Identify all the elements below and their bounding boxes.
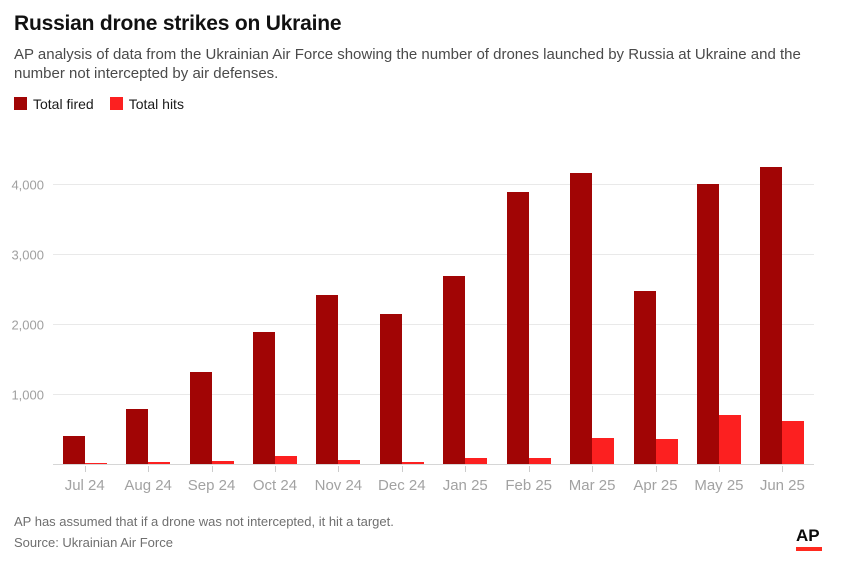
bar-group-feb-25 [497, 152, 560, 472]
y-axis-tick-label: 2,000 [11, 317, 44, 333]
x-axis-label: Sep 24 [187, 477, 236, 494]
bar-total-fired [126, 409, 149, 465]
ap-logo-red-bar [796, 547, 822, 551]
x-axis-label: Jul 24 [64, 477, 105, 494]
legend-item-total-hits: Total hits [109, 95, 184, 112]
x-axis-label: Aug 24 [124, 477, 172, 494]
x-axis-tick [211, 466, 213, 472]
bar-total-hits [211, 460, 234, 465]
bar-group-dec-24 [370, 152, 433, 472]
x-axis-label: Apr 25 [633, 477, 678, 494]
bar-group-jan-25 [434, 152, 497, 472]
bar-total-hits [338, 460, 361, 465]
x-axis-label: Nov 24 [314, 477, 363, 494]
bar-total-fired [760, 166, 783, 465]
y-axis-tick-label: 3,000 [11, 247, 44, 263]
chart-subtitle: AP analysis of data from the Ukrainian A… [14, 46, 801, 82]
bar-total-hits [782, 421, 805, 465]
bar-total-hits [465, 458, 488, 465]
bar-total-fired [189, 371, 212, 465]
bar-total-hits [655, 438, 678, 465]
ap-logo: AP [796, 527, 822, 553]
legend-label: Total fired [33, 95, 94, 112]
bar-total-fired [379, 313, 402, 465]
legend-item-total-fired: Total fired [14, 96, 94, 112]
bar-total-fired [252, 332, 275, 465]
x-axis-tick [148, 466, 150, 472]
x-axis-label: Mar 25 [568, 477, 616, 494]
gridline-4000 [53, 184, 814, 185]
bar-group-aug-24 [116, 152, 179, 472]
bar-total-hits [84, 462, 107, 465]
bar-total-fired [696, 184, 719, 465]
bar-total-hits [528, 458, 551, 465]
bar-chart: 1,000 2,000 3,000 4,000 [11, 152, 814, 472]
legend-label: Total hits [128, 95, 184, 112]
x-axis-tick [338, 466, 340, 472]
ap-logo-text: AP [796, 526, 820, 545]
bar-total-fired [506, 192, 529, 465]
bar-group-jul-24 [53, 152, 116, 472]
bar-total-hits [718, 415, 741, 465]
x-axis-tick [592, 466, 594, 472]
bars-row [53, 152, 814, 472]
bar-total-hits [592, 438, 615, 465]
x-axis-tick [782, 466, 784, 472]
footer-note: AP has assumed that if a drone was not i… [14, 514, 394, 529]
chart-footer: AP has assumed that if a drone was not i… [14, 511, 822, 553]
bar-total-fired [316, 294, 339, 465]
footer-notes: AP has assumed that if a drone was not i… [14, 511, 394, 553]
x-axis-label: Jan 25 [442, 477, 488, 494]
x-axis-label: Oct 24 [252, 477, 298, 494]
x-axis-tick [274, 466, 276, 472]
legend-swatch-total-hits [109, 97, 123, 110]
bar-group-sep-24 [180, 152, 243, 472]
x-axis-label: May 25 [694, 477, 744, 494]
y-axis-tick-label: 4,000 [11, 177, 44, 193]
x-axis-tick [528, 466, 530, 472]
x-axis-tick [401, 466, 403, 472]
bar-group-mar-25 [560, 152, 623, 472]
gridline-3000 [53, 254, 814, 255]
chart-legend: Total fired Total hits [14, 95, 852, 112]
gridline-1000 [53, 394, 814, 395]
x-axis-label: Jun 25 [759, 477, 805, 494]
bar-group-nov-24 [307, 152, 370, 472]
bar-group-jun-25 [751, 152, 814, 472]
x-axis-tick [655, 466, 657, 472]
page-title: Russian drone strikes on Ukraine [14, 12, 342, 35]
gridline-2000 [53, 324, 814, 325]
x-axis-label: Dec 24 [378, 477, 426, 494]
x-axis-tick [718, 466, 720, 472]
y-axis-tick-label: 1,000 [11, 387, 44, 403]
legend-swatch-total-fired [14, 97, 27, 110]
x-axis-line [53, 464, 814, 465]
x-axis-label: Feb 25 [505, 477, 553, 494]
x-axis-labels: Jul 24 Aug 24 Sep 24 Oct 24 Nov 24 Dec 24 Jan … [53, 465, 814, 494]
bar-total-fired [62, 435, 85, 465]
x-axis-tick [465, 466, 467, 472]
bar-total-hits [274, 456, 297, 465]
bar-total-hits [148, 461, 171, 465]
bar-total-fired [570, 173, 593, 465]
bar-group-oct-24 [243, 152, 306, 472]
bar-total-hits [401, 461, 424, 465]
bar-group-apr-25 [624, 152, 687, 472]
x-axis-tick [84, 466, 86, 472]
bar-total-fired [633, 290, 656, 465]
bar-group-may-25 [687, 152, 750, 472]
bar-total-fired [443, 276, 466, 465]
footer-source: Source: Ukrainian Air Force [14, 535, 173, 550]
